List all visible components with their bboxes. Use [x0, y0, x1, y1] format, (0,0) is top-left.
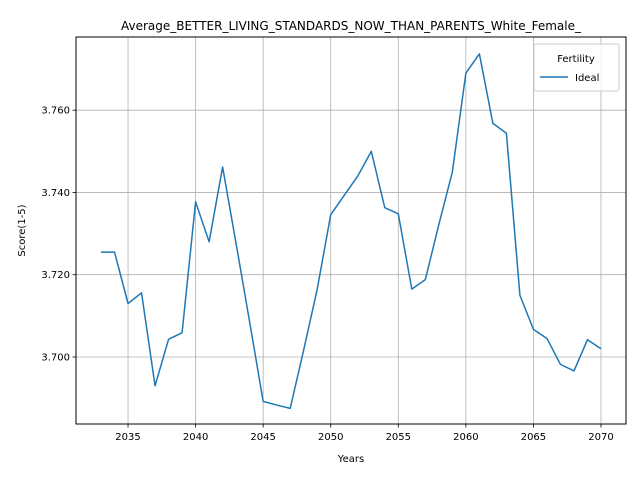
plot-frame: [75, 36, 627, 425]
x-tick-label: 2065: [521, 432, 546, 443]
x-tick-label: 2035: [115, 432, 140, 443]
x-tick-label: 2060: [453, 432, 478, 443]
y-tick-label: 3.720: [41, 270, 70, 281]
y-tick-label: 3.740: [41, 188, 70, 199]
legend-box: [533, 43, 620, 92]
y-tick-label: 3.700: [41, 352, 70, 363]
series-lines: [101, 53, 602, 410]
x-tick-label: 2050: [318, 432, 343, 443]
axis-ticks: 2035 2040 2045 2050 2055 2060 2065 2070 3.700 3.7…: [41, 106, 613, 443]
x-tick-label: 2045: [250, 432, 275, 443]
y-axis-label: Score(1-5): [17, 204, 28, 256]
grid-lines: [76, 37, 626, 424]
x-tick-label: 2070: [588, 432, 613, 443]
legend: Fertility Ideal: [533, 43, 620, 92]
series-line-ideal: [101, 53, 602, 410]
legend-label-ideal: Ideal: [575, 73, 599, 84]
y-tick-label: 3.760: [41, 106, 70, 117]
x-tick-label: 2040: [183, 432, 208, 443]
legend-title: Fertility: [557, 54, 595, 65]
x-tick-label: 2055: [386, 432, 411, 443]
chart-title: Average_BETTER_LIVING_STANDARDS_NOW_THAN…: [121, 19, 582, 33]
x-axis-label: Years: [337, 454, 364, 465]
